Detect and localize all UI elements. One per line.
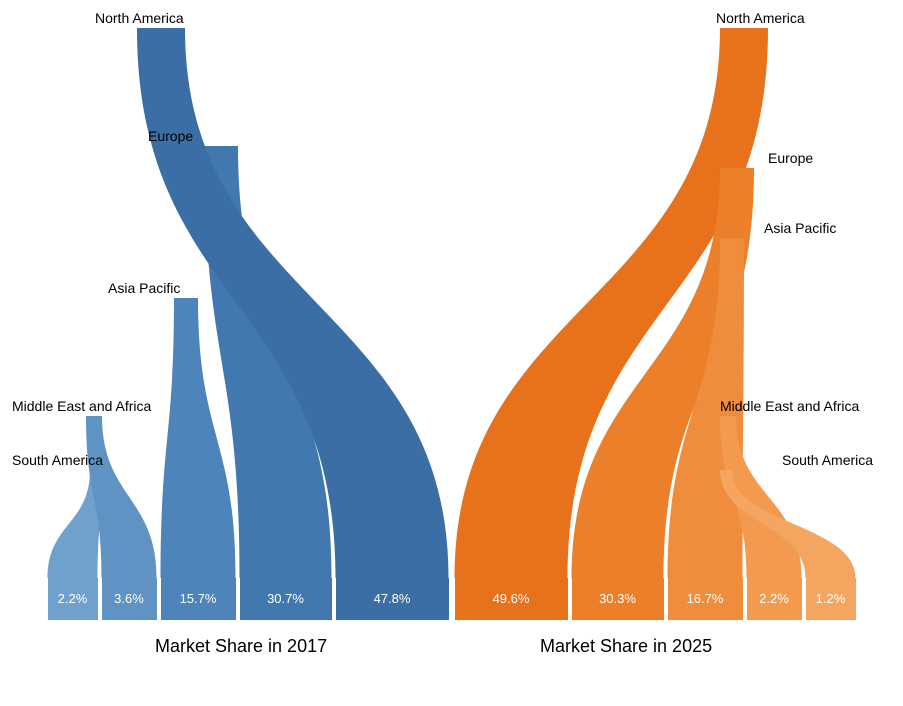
market-share-sankey: South America Middle East and Africa Asi… [0, 0, 903, 701]
right-label-0: North America [716, 10, 805, 26]
largest-share-label-right: LARGEST MARKET SHARE [461, 150, 475, 324]
left-label-4: North America [95, 10, 184, 26]
left-label-3: Europe [148, 128, 193, 144]
largest-share-label-left: LARGEST MARKET SHARE [427, 150, 441, 324]
title-2025: Market Share in 2025 [540, 636, 712, 657]
pct-box: 1.2% [806, 578, 856, 620]
pct-box: 16.7% [668, 578, 743, 620]
pct-box: 47.8% [336, 578, 449, 620]
pct-box: 2.2% [48, 578, 98, 620]
right-label-4: South America [782, 452, 873, 468]
left-label-2: Asia Pacific [108, 280, 180, 296]
left-label-1: Middle East and Africa [12, 398, 151, 414]
right-label-3: Middle East and Africa [720, 398, 859, 414]
left-label-0: South America [12, 452, 103, 468]
pct-box: 2.2% [747, 578, 802, 620]
pct-box: 30.3% [572, 578, 664, 620]
right-label-1: Europe [768, 150, 813, 166]
pct-box: 30.7% [240, 578, 332, 620]
pct-box: 15.7% [161, 578, 236, 620]
title-2017: Market Share in 2017 [155, 636, 327, 657]
right-label-2: Asia Pacific [764, 220, 836, 236]
pct-row-right: 49.6%30.3%16.7%2.2%1.2% [455, 578, 856, 620]
pct-box: 3.6% [102, 578, 157, 620]
pct-row-left: 2.2%3.6%15.7%30.7%47.8% [48, 578, 449, 620]
pct-box: 49.6% [455, 578, 568, 620]
